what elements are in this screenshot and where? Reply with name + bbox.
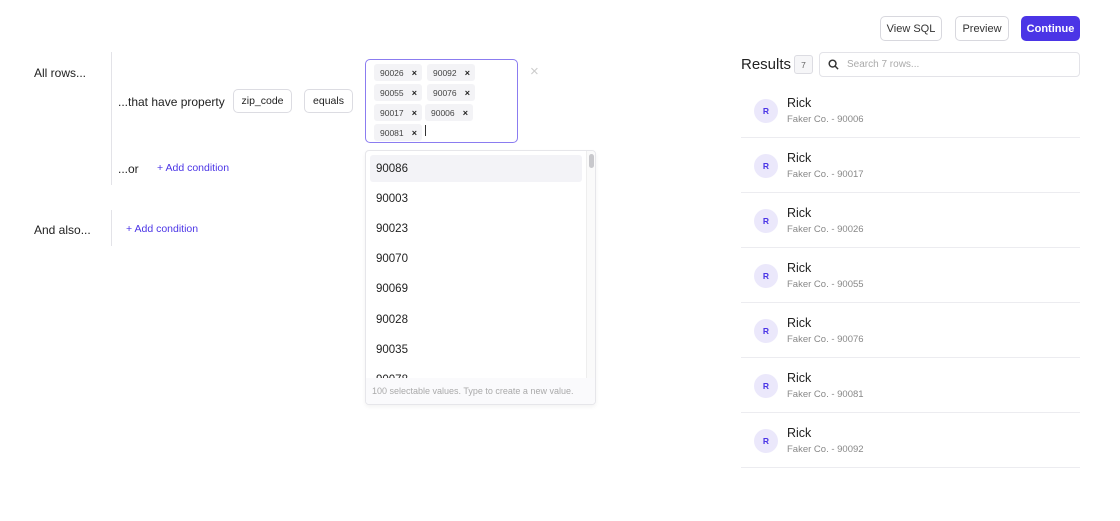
result-row[interactable]: R Rick Faker Co. - 90076 xyxy=(741,303,1080,358)
add-and-condition-button[interactable]: + Add condition xyxy=(126,223,199,235)
chip-label: 90006 xyxy=(431,107,455,118)
preview-button[interactable]: Preview xyxy=(955,16,1009,41)
remove-icon[interactable]: × xyxy=(411,87,417,98)
result-name: Rick xyxy=(787,261,812,275)
result-subtitle: Faker Co. - 90076 xyxy=(787,334,864,345)
remove-icon[interactable]: × xyxy=(464,67,470,78)
chip-label: 90081 xyxy=(380,127,404,138)
dropdown-footer: 100 selectable values. Type to create a … xyxy=(366,378,595,404)
chip-label: 90055 xyxy=(380,87,404,98)
chip-label: 90076 xyxy=(433,87,457,98)
add-or-condition-button[interactable]: + Add condition xyxy=(157,162,230,174)
avatar: R xyxy=(754,374,778,398)
result-name: Rick xyxy=(787,371,812,385)
clear-icon[interactable]: × xyxy=(530,63,539,80)
dropdown-option[interactable]: 90035 xyxy=(376,343,408,356)
avatar: R xyxy=(754,429,778,453)
text-cursor xyxy=(425,125,426,136)
chip-label: 90092 xyxy=(433,67,457,78)
selected-value-chip: 90092 × xyxy=(427,64,475,81)
operator-select[interactable]: equals xyxy=(304,89,353,113)
result-row[interactable]: R Rick Faker Co. - 90081 xyxy=(741,358,1080,413)
chip-label: 90017 xyxy=(380,107,404,118)
dropdown-option[interactable]: 90070 xyxy=(376,253,408,266)
property-select[interactable]: zip_code xyxy=(233,89,292,113)
result-subtitle: Faker Co. - 90017 xyxy=(787,169,864,180)
remove-icon[interactable]: × xyxy=(464,87,470,98)
search-placeholder: Search 7 rows... xyxy=(847,59,920,70)
result-subtitle: Faker Co. - 90006 xyxy=(787,114,864,125)
or-label: ...or xyxy=(118,162,139,176)
remove-icon[interactable]: × xyxy=(411,127,417,138)
selected-value-chip: 90055 × xyxy=(374,84,422,101)
divider xyxy=(111,210,112,246)
dropdown-option[interactable]: 90028 xyxy=(376,313,408,326)
selected-value-chip: 90006 × xyxy=(425,104,473,121)
results-count-badge: 7 xyxy=(794,55,813,74)
search-icon xyxy=(828,59,839,70)
dropdown-option[interactable]: 90086 xyxy=(370,155,582,182)
result-subtitle: Faker Co. - 90055 xyxy=(787,279,864,290)
remove-icon[interactable]: × xyxy=(411,67,417,78)
result-subtitle: Faker Co. - 90026 xyxy=(787,224,864,235)
result-subtitle: Faker Co. - 90081 xyxy=(787,389,864,400)
remove-icon[interactable]: × xyxy=(462,107,468,118)
and-also-label: And also... xyxy=(34,223,91,237)
result-name: Rick xyxy=(787,316,812,330)
chip-label: 90026 xyxy=(380,67,404,78)
all-rows-label: All rows... xyxy=(34,66,87,80)
result-row[interactable]: R Rick Faker Co. - 90006 xyxy=(741,83,1080,138)
result-row[interactable]: R Rick Faker Co. - 90092 xyxy=(741,413,1080,468)
scrollbar[interactable] xyxy=(586,151,595,381)
avatar: R xyxy=(754,264,778,288)
values-multiselect[interactable]: 90026 × 90092 × 90055 × 90076 × 90017 × 90006 × 9008… xyxy=(365,59,518,143)
selected-value-chip: 90076 × xyxy=(427,84,475,101)
avatar: R xyxy=(754,99,778,123)
continue-button[interactable]: Continue xyxy=(1021,16,1080,41)
result-row[interactable]: R Rick Faker Co. - 90017 xyxy=(741,138,1080,193)
results-title: Results xyxy=(741,56,792,73)
result-subtitle: Faker Co. - 90092 xyxy=(787,444,864,455)
avatar: R xyxy=(754,319,778,343)
divider xyxy=(111,52,112,185)
search-input[interactable]: Search 7 rows... xyxy=(819,52,1080,77)
result-name: Rick xyxy=(787,151,812,165)
result-row[interactable]: R Rick Faker Co. - 90055 xyxy=(741,248,1080,303)
dropdown-option[interactable]: 90023 xyxy=(376,222,408,235)
avatar: R xyxy=(754,154,778,178)
result-name: Rick xyxy=(787,426,812,440)
view-sql-button[interactable]: View SQL xyxy=(880,16,942,41)
result-name: Rick xyxy=(787,96,812,110)
result-name: Rick xyxy=(787,206,812,220)
selected-value-chip: 90026 × xyxy=(374,64,422,81)
dropdown-option[interactable]: 90069 xyxy=(376,283,408,296)
that-have-property-label: ...that have property xyxy=(118,95,225,109)
remove-icon[interactable]: × xyxy=(411,107,417,118)
values-dropdown: 9008690003900239007090069900289003590078… xyxy=(365,150,596,405)
selected-value-chip: 90081 × xyxy=(374,124,422,141)
dropdown-option[interactable]: 90003 xyxy=(376,192,408,205)
selected-value-chip: 90017 × xyxy=(374,104,422,121)
result-row[interactable]: R Rick Faker Co. - 90026 xyxy=(741,193,1080,248)
avatar: R xyxy=(754,209,778,233)
